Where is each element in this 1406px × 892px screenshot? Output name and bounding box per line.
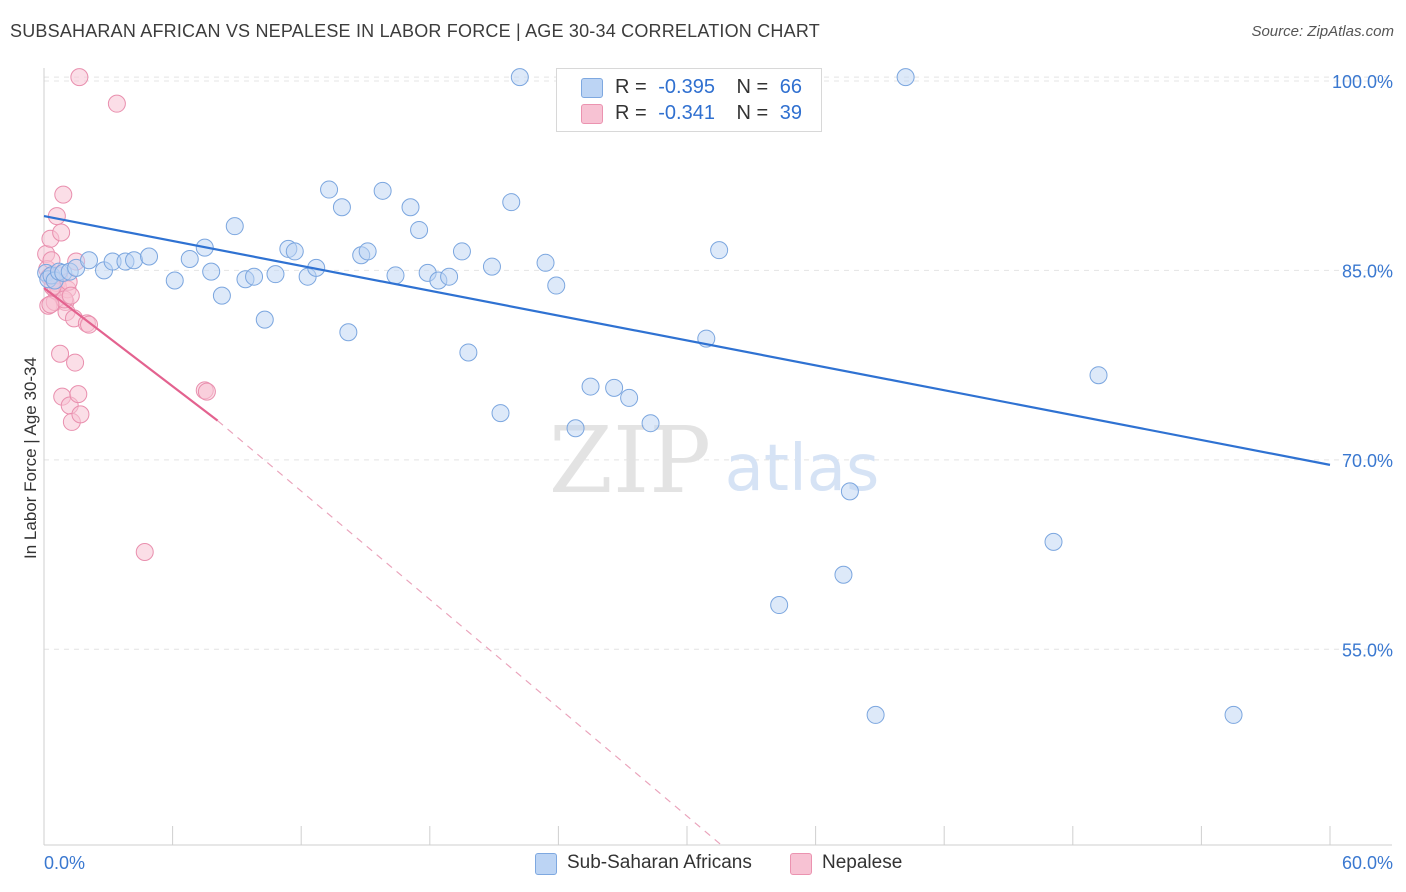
- x-tick-label-max: 60.0%: [1342, 853, 1393, 873]
- legend-label: Nepalese: [822, 852, 903, 873]
- subsaharan-point: [410, 220, 429, 239]
- subsaharan-point: [320, 180, 339, 199]
- tick-labels: 55.0% 70.0% 85.0% 100.0%: [1332, 72, 1393, 660]
- subsaharan-point: [581, 377, 600, 396]
- subsaharan-point: [770, 596, 789, 615]
- subsaharan-point: [80, 251, 99, 270]
- n-value: 39: [779, 102, 803, 124]
- n-label: N =: [736, 76, 769, 98]
- subsaharan-point: [896, 68, 915, 87]
- subsaharan-point: [339, 323, 358, 342]
- nepalese-point: [66, 353, 85, 372]
- nepalese-point: [71, 405, 90, 424]
- nepalese-point: [69, 385, 88, 404]
- subsaharan-point: [332, 198, 351, 217]
- nepalese-point: [52, 223, 71, 242]
- nepalese-point: [70, 68, 89, 87]
- y-tick-label: 70.0%: [1342, 451, 1393, 471]
- correlation-legend: R = -0.395 N = 66 R = -0.341 N = 39: [556, 68, 822, 132]
- legend-swatch-pink: [581, 104, 603, 124]
- y-axis-label: In Labor Force | Age 30-34: [21, 357, 40, 559]
- trend-lines: [43, 214, 1331, 846]
- nepalese-point: [135, 543, 154, 562]
- subsaharan-trend-line: [43, 214, 1331, 466]
- subsaharan-point: [285, 242, 304, 261]
- r-label: R =: [615, 102, 647, 124]
- subsaharan-point: [834, 565, 853, 584]
- subsaharan-point: [1044, 532, 1063, 551]
- x-tick-label-min: 0.0%: [44, 853, 85, 873]
- nepalese-trend-extension: [217, 420, 722, 846]
- y-tick-label: 100.0%: [1332, 72, 1393, 92]
- source-label: Source: ZipAtlas.com: [1251, 23, 1394, 40]
- subsaharan-point: [536, 253, 555, 272]
- subsaharan-point: [840, 482, 859, 501]
- subsaharan-point: [358, 242, 377, 261]
- subsaharan-point: [266, 265, 285, 284]
- r-value: -0.395: [658, 76, 715, 98]
- nepalese-point: [47, 207, 66, 226]
- subsaharan-point: [502, 193, 521, 212]
- subsaharan-point: [710, 241, 729, 260]
- subsaharan-point: [386, 266, 405, 285]
- subsaharan-point: [641, 414, 660, 433]
- subsaharan-point: [459, 343, 478, 362]
- legend-swatch-blue: [535, 853, 557, 875]
- subsaharan-point: [225, 217, 244, 236]
- subsaharan-point: [373, 181, 392, 200]
- y-tick-label: 55.0%: [1342, 640, 1393, 660]
- subsaharan-point: [510, 68, 529, 87]
- nepalese-point: [61, 286, 80, 305]
- n-label: N =: [736, 102, 769, 124]
- subsaharan-point: [440, 267, 459, 286]
- subsaharan-point: [620, 388, 639, 407]
- legend-swatch-blue: [581, 78, 603, 98]
- legend-swatch-pink: [790, 853, 812, 875]
- nepalese-point: [54, 185, 73, 204]
- nepalese-point: [107, 94, 126, 113]
- subsaharan-point: [491, 404, 510, 423]
- chart-title: SUBSAHARAN AFRICAN VS NEPALESE IN LABOR …: [10, 21, 820, 41]
- subsaharan-point: [125, 251, 144, 270]
- subsaharan-point: [1224, 705, 1243, 724]
- subsaharan-point: [255, 310, 274, 329]
- subsaharan-point: [566, 419, 585, 438]
- subsaharan-point: [202, 262, 221, 281]
- subsaharan-point: [547, 276, 566, 295]
- subsaharan-point: [140, 247, 159, 266]
- r-label: R =: [615, 76, 647, 98]
- subsaharan-point: [605, 378, 624, 397]
- subsaharan-point: [165, 271, 184, 290]
- r-value: -0.341: [658, 102, 715, 124]
- axes: [43, 68, 1392, 846]
- n-value: 66: [779, 76, 803, 98]
- grid-lines: [44, 76, 1392, 650]
- subsaharan-point: [482, 257, 501, 276]
- subsaharan-points: [37, 68, 1243, 724]
- nepalese-points: [37, 68, 216, 562]
- subsaharan-point: [245, 267, 264, 286]
- nepalese-point: [197, 382, 216, 401]
- subsaharan-point: [1089, 366, 1108, 385]
- subsaharan-point: [452, 242, 471, 261]
- legend-label: Sub-Saharan Africans: [567, 852, 752, 873]
- nepalese-trend-line: [43, 287, 219, 422]
- nepalese-point: [41, 295, 60, 314]
- subsaharan-point: [866, 705, 885, 724]
- subsaharan-point: [180, 250, 199, 269]
- subsaharan-point: [212, 286, 231, 305]
- y-tick-label: 85.0%: [1342, 261, 1393, 281]
- subsaharan-point: [401, 198, 420, 217]
- nepalese-point: [51, 344, 70, 363]
